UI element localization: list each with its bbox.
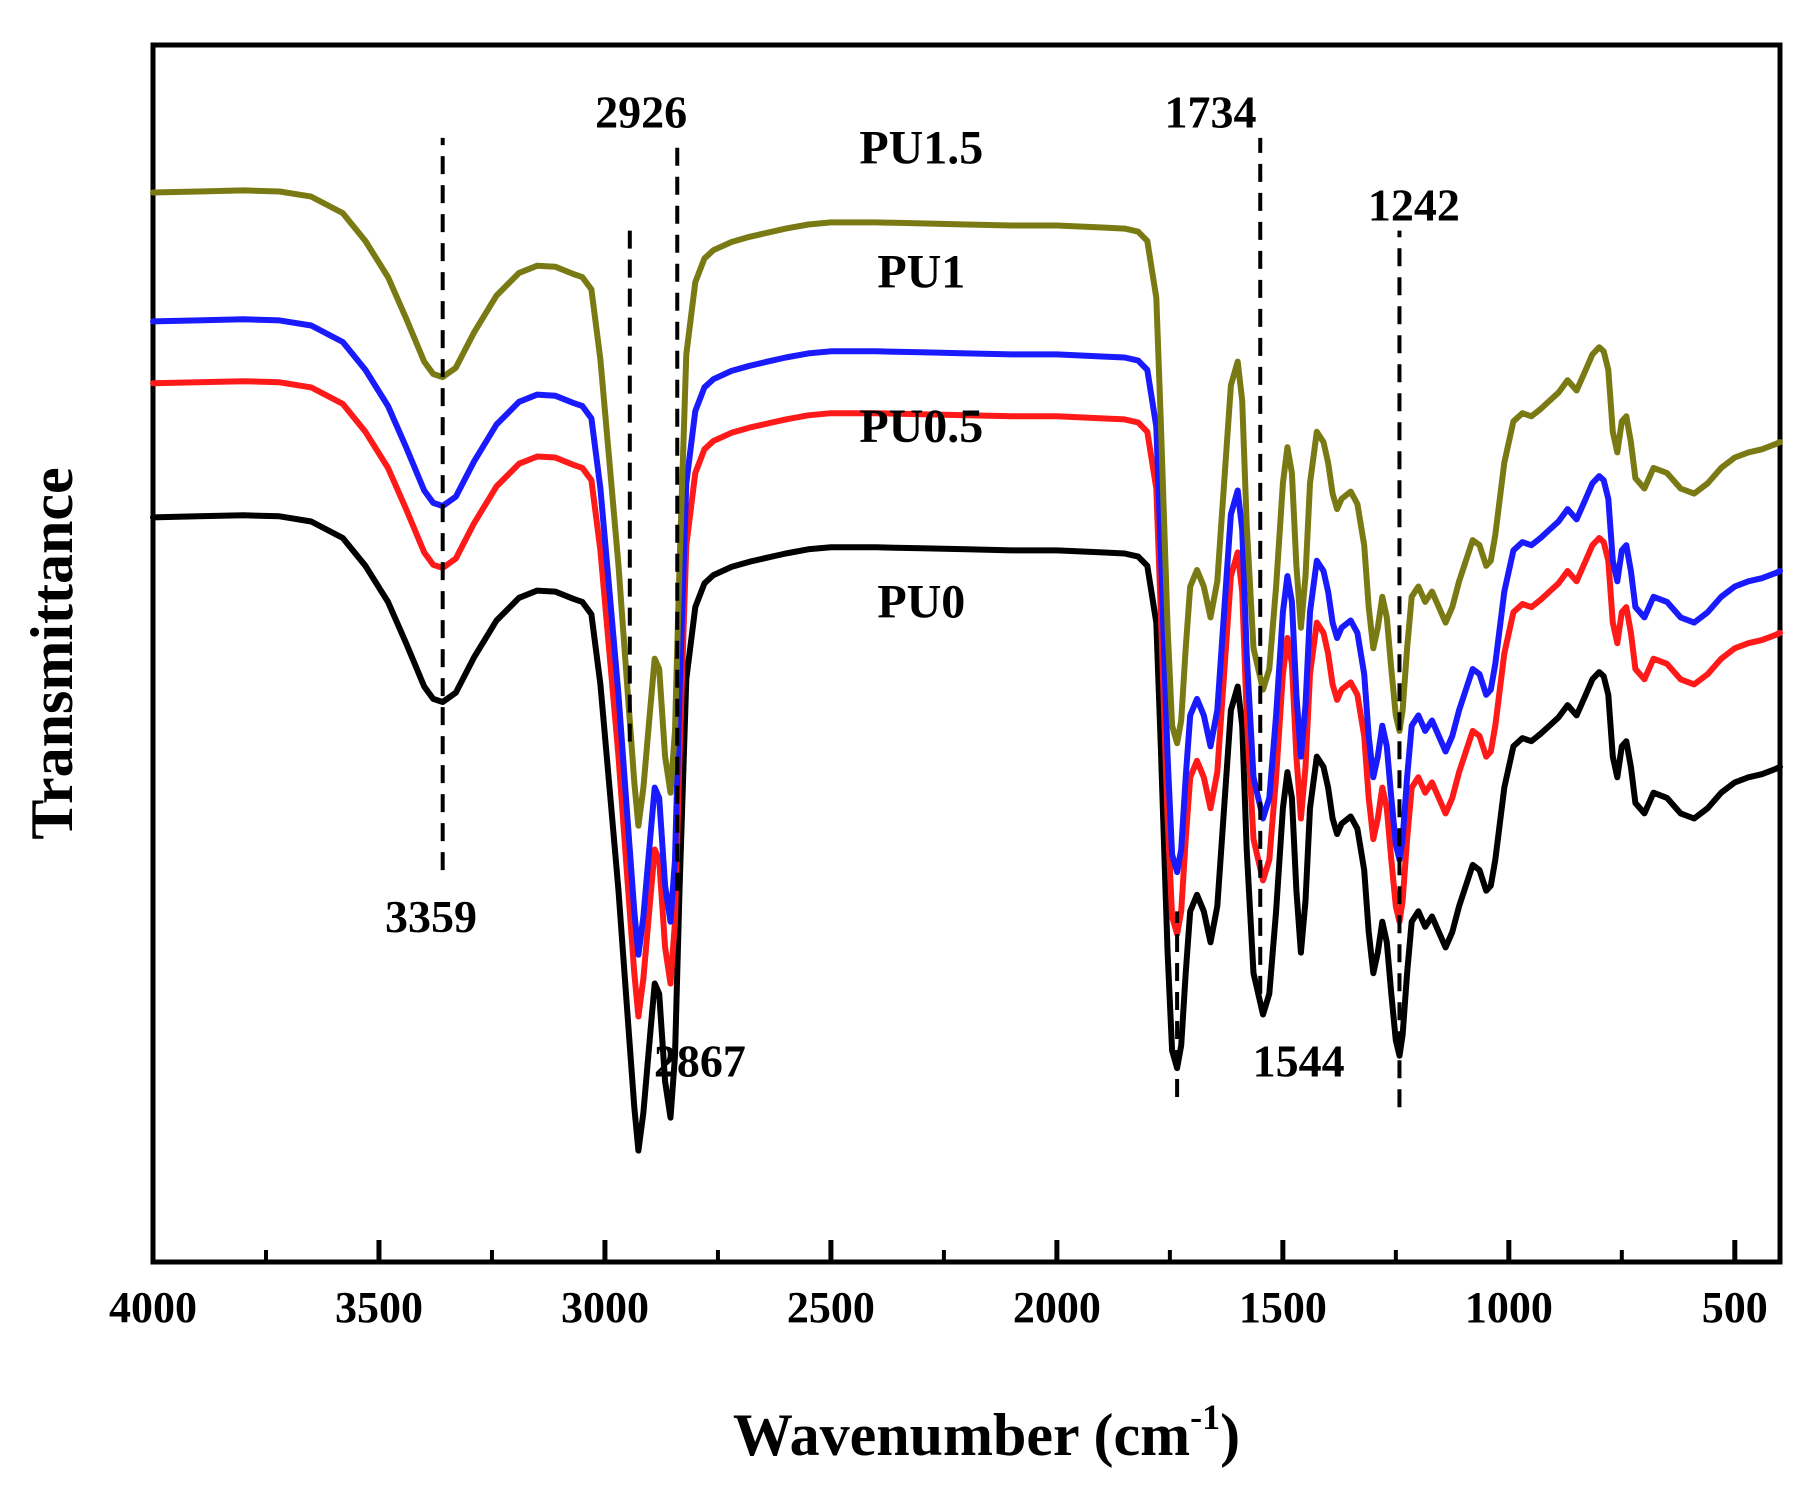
series-label-pu1-5: PU1.5 [859, 122, 983, 175]
x-tick-label: 1500 [1239, 1283, 1327, 1332]
series-label-pu1: PU1 [877, 245, 965, 298]
peak-label-1544: 1544 [1253, 1035, 1345, 1086]
axes-layer: 4000 3500 3000 2500 2000 1500 1000 500 Wavenumbe… [19, 42, 1783, 1468]
label-layer: PU0 PU0.5 PU1 PU1.5 3359 2926 2867 1734 1544 1242 [385, 87, 1460, 1087]
y-axis-title: Transmittance [19, 467, 85, 839]
peak-label-2867: 2867 [654, 1035, 746, 1086]
x-axis-title: Wavenumber (cm-1) [733, 1397, 1240, 1468]
peak-label-1734: 1734 [1165, 87, 1257, 138]
series-line-pu0 [150, 512, 1783, 1154]
x-tick-label: 2000 [1013, 1283, 1101, 1332]
peak-label-2926: 2926 [595, 87, 687, 138]
series-line-pu1 [150, 316, 1783, 958]
annotation-layer [440, 137, 1402, 1108]
plot-frame [150, 42, 1783, 1265]
series-label-pu0: PU0 [877, 575, 965, 628]
series-label-pu0-5: PU0.5 [859, 400, 983, 453]
x-tick-label: 500 [1702, 1283, 1768, 1332]
series-line-pu0-5 [150, 378, 1783, 1020]
x-tick-label: 3500 [335, 1283, 423, 1332]
x-tick-label: 4000 [109, 1283, 197, 1332]
x-tick-label: 2500 [787, 1283, 875, 1332]
peak-label-3359: 3359 [385, 891, 477, 942]
x-tick-label: 3000 [561, 1283, 649, 1332]
x-tick-label: 1000 [1465, 1283, 1553, 1332]
series-layer [150, 187, 1783, 1154]
series-line-pu1-5 [150, 187, 1783, 829]
peak-label-1242: 1242 [1368, 179, 1460, 230]
